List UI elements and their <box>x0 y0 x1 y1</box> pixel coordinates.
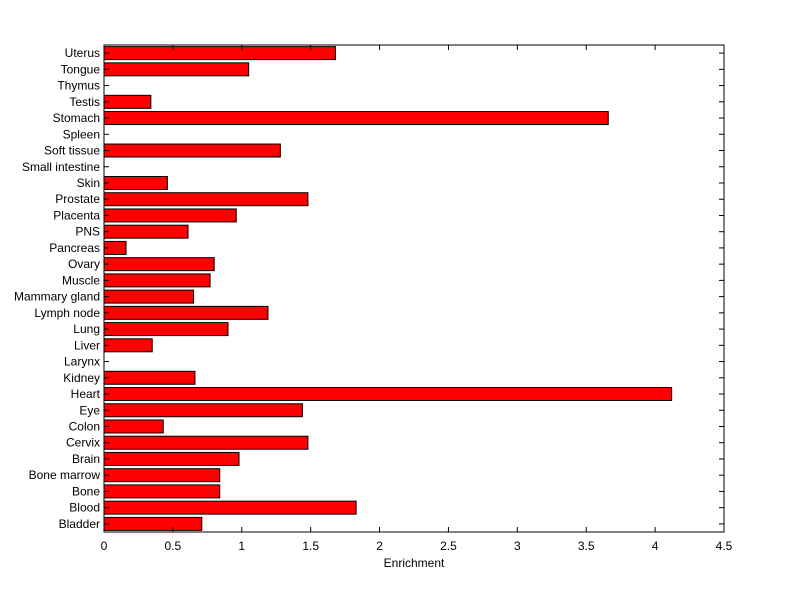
y-tick-label: Blood <box>69 501 100 515</box>
bar-tongue <box>103 62 250 77</box>
y-tick-label: PNS <box>75 225 100 239</box>
y-tick-label: Placenta <box>53 208 100 222</box>
y-tick-label: Prostate <box>55 192 100 206</box>
bar-lung <box>103 322 229 337</box>
x-tick-label: 0.5 <box>165 539 182 553</box>
x-tick-label: 3 <box>514 539 521 553</box>
y-tick-label: Cervix <box>66 436 100 450</box>
y-tick-label: Kidney <box>63 371 100 385</box>
bar-cervix <box>103 435 309 450</box>
y-tick-label: Brain <box>72 452 100 466</box>
bar-uterus <box>103 46 336 61</box>
y-tick-label: Small intestine <box>22 160 100 174</box>
y-tick-label: Lung <box>73 322 100 336</box>
y-tick-label: Bone marrow <box>29 468 101 482</box>
bar-testis <box>103 94 152 109</box>
bar-pns <box>103 224 189 239</box>
bar-stomach <box>103 111 609 126</box>
bars <box>103 46 673 531</box>
x-tick-label: 3.5 <box>578 539 595 553</box>
y-tick-label: Uterus <box>65 46 100 60</box>
y-tick-label: Muscle <box>62 273 100 287</box>
bar-bladder <box>103 516 203 531</box>
bar-mammary-gland <box>103 289 195 304</box>
y-tick-label: Bone <box>72 484 100 498</box>
bar-heart <box>103 387 673 402</box>
y-tick-label: Stomach <box>53 111 100 125</box>
bar-prostate <box>103 192 309 207</box>
x-tick-label: 4 <box>652 539 659 553</box>
bar-lymph-node <box>103 305 269 320</box>
y-tick-label: Colon <box>69 419 100 433</box>
bar-eye <box>103 403 303 418</box>
y-tick-label: Soft tissue <box>44 144 100 158</box>
bar-bone <box>103 484 221 499</box>
x-tick-label: 2 <box>376 539 383 553</box>
y-tick-label: Ovary <box>68 257 100 271</box>
bar-placenta <box>103 208 237 223</box>
bar-muscle <box>103 273 211 288</box>
y-tick-label: Larynx <box>64 355 100 369</box>
bar-ovary <box>103 257 215 272</box>
y-tick-label: Heart <box>71 387 101 401</box>
y-tick-label: Pancreas <box>49 241 100 255</box>
y-tick-label: Skin <box>77 176 100 190</box>
bar-skin <box>103 175 168 190</box>
y-tick-label: Eye <box>79 403 100 417</box>
bar-liver <box>103 338 153 353</box>
y-tick-label: Mammary gland <box>14 290 100 304</box>
x-tick-label: 4.5 <box>716 539 733 553</box>
x-tick-label: 0 <box>101 539 108 553</box>
x-tick-label: 1 <box>238 539 245 553</box>
bar-blood <box>103 500 357 515</box>
y-tick-label: Testis <box>69 95 100 109</box>
bar-colon <box>103 419 164 434</box>
bar-soft-tissue <box>103 143 281 158</box>
y-tick-label: Lymph node <box>34 306 100 320</box>
x-tick-label: 1.5 <box>302 539 319 553</box>
y-tick-label: Bladder <box>59 517 100 531</box>
bar-kidney <box>103 370 196 385</box>
x-tick-labels: 0 0.5 1 1.5 2 2.5 3 3.5 4 4.5 <box>101 539 733 553</box>
bar-bone-marrow <box>103 468 221 483</box>
y-tick-label: Liver <box>74 338 100 352</box>
y-tick-label: Tongue <box>61 62 101 76</box>
y-tick-labels: Uterus Tongue Thymus Testis Stomach Spleen Sof… <box>14 46 101 531</box>
bar-brain <box>103 451 240 466</box>
x-axis-label: Enrichment <box>384 556 445 570</box>
y-tick-label: Thymus <box>57 79 100 93</box>
y-tick-label: Spleen <box>63 127 100 141</box>
plot-frame <box>103 44 725 533</box>
axis-ticks <box>103 45 725 532</box>
x-tick-label: 2.5 <box>440 539 457 553</box>
